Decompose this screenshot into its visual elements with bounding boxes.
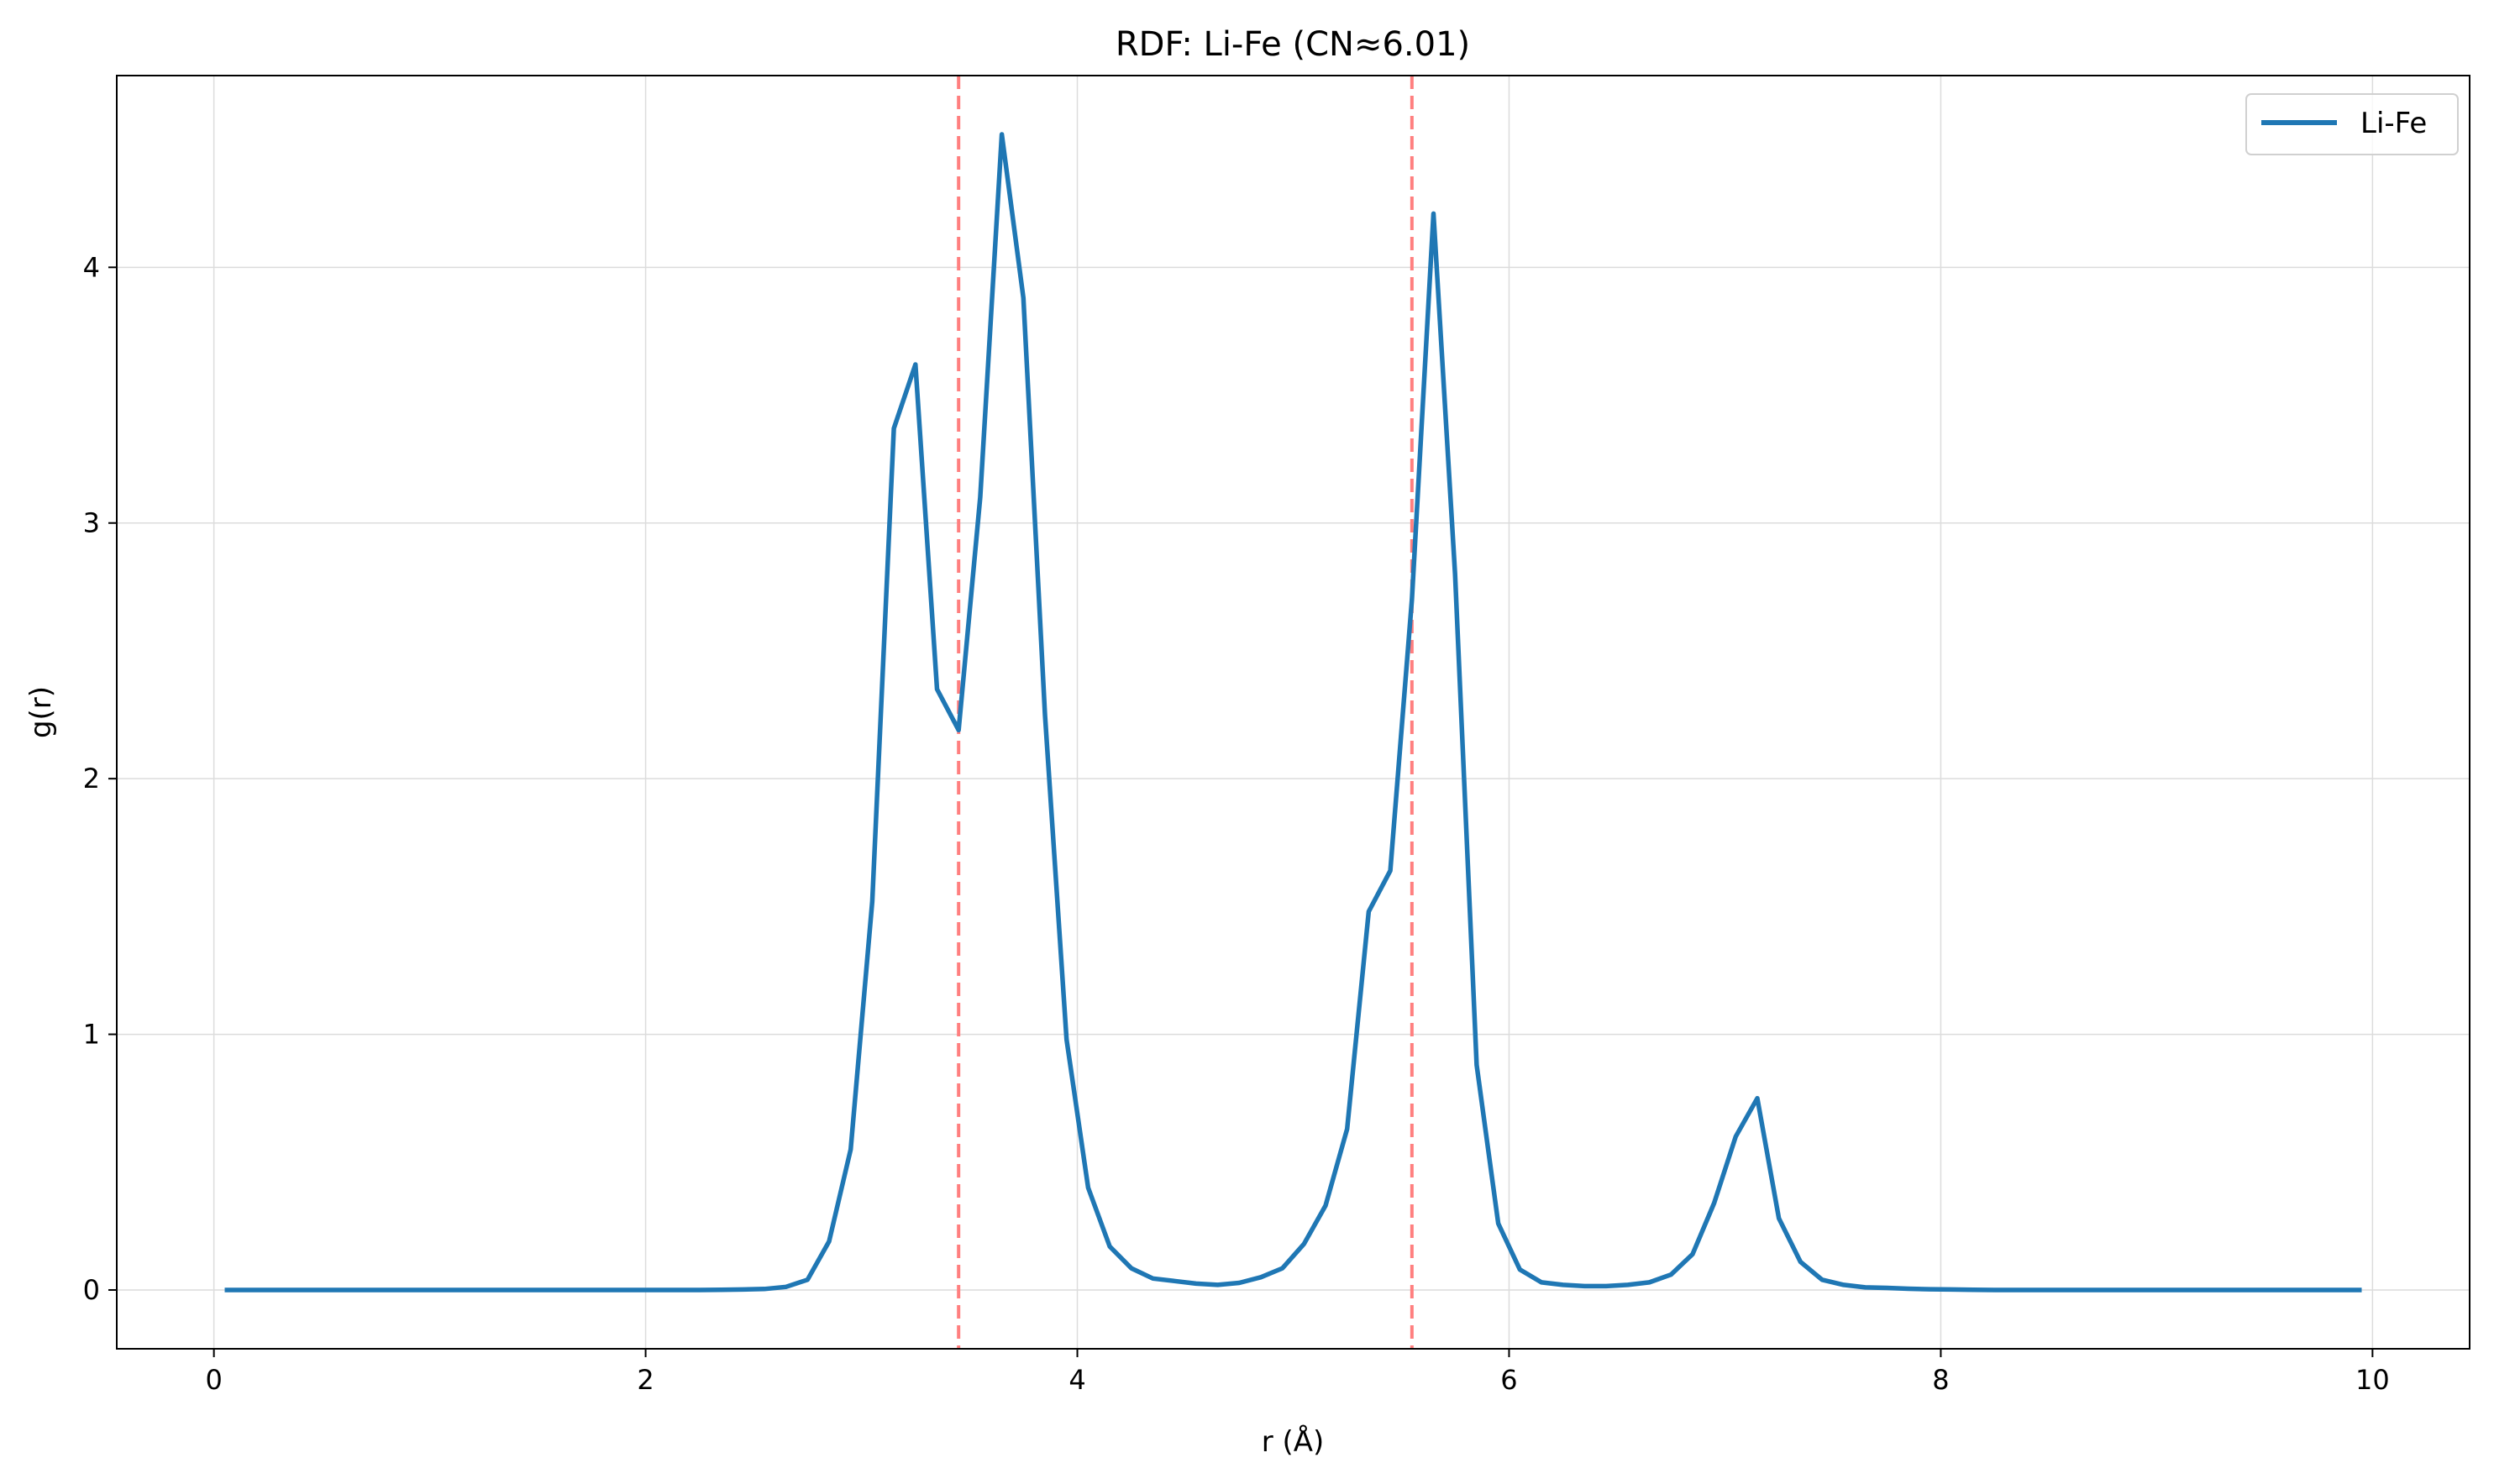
x-tick-label: 2 (637, 1364, 654, 1396)
x-axis-ticks: 0 2 4 6 8 10 (205, 1349, 2390, 1396)
y-tick-label: 4 (83, 251, 100, 283)
x-tick-label: 6 (1500, 1364, 1517, 1396)
x-tick-label: 10 (2355, 1364, 2390, 1396)
y-tick-label: 1 (83, 1019, 100, 1051)
plot-area-frame (116, 75, 2470, 1350)
series-layer (224, 132, 2362, 1293)
y-axis-label: g(r) (24, 686, 58, 738)
x-tick-label: 4 (1068, 1364, 1085, 1396)
legend-label-li-fe: Li-Fe (2360, 107, 2427, 140)
x-tick-label: 0 (205, 1364, 222, 1396)
x-axis-label: r (Å) (1262, 1424, 1325, 1459)
chart-title: RDF: Li-Fe (CN≈6.01) (1116, 25, 1470, 64)
legend-box (2245, 93, 2459, 155)
y-axis-ticks: 0 1 2 3 4 (83, 251, 117, 1306)
x-tick-label: 8 (1932, 1364, 1949, 1396)
y-tick-label: 2 (83, 763, 100, 794)
series-line-li-fe (224, 132, 2362, 1293)
y-tick-label: 3 (83, 507, 100, 539)
y-tick-label: 0 (83, 1274, 100, 1306)
legend: Li-Fe (2245, 93, 2459, 155)
